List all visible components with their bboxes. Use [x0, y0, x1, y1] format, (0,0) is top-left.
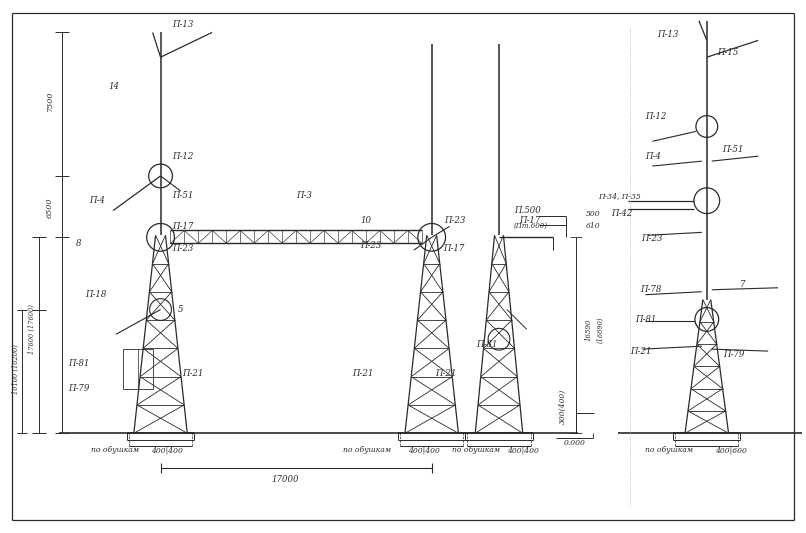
Text: П-23: П-23 — [445, 216, 466, 225]
Text: П-3: П-3 — [296, 191, 312, 200]
Text: П-21: П-21 — [182, 369, 204, 378]
Text: (16690): (16690) — [597, 316, 605, 343]
Text: 7500: 7500 — [46, 92, 54, 112]
Text: по обушкам: по обушкам — [343, 446, 391, 454]
Text: П-81: П-81 — [476, 340, 497, 349]
Text: П-13: П-13 — [658, 30, 679, 39]
Text: П-17: П-17 — [519, 216, 540, 225]
Text: П-79: П-79 — [723, 350, 744, 359]
Text: П-12: П-12 — [646, 112, 667, 121]
Text: П-42: П-42 — [611, 209, 632, 218]
Text: 5: 5 — [177, 305, 183, 314]
Text: 0.000: 0.000 — [563, 439, 585, 447]
Text: П-23: П-23 — [642, 234, 663, 243]
Text: П-81: П-81 — [636, 315, 657, 324]
Text: П-51: П-51 — [172, 191, 193, 200]
Text: П-51: П-51 — [721, 145, 743, 154]
Text: 17600 (17600): 17600 (17600) — [28, 304, 36, 354]
Text: П-34, П-35: П-34, П-35 — [598, 192, 641, 200]
Text: 6500: 6500 — [46, 197, 54, 218]
Text: 500: 500 — [586, 209, 600, 217]
Text: П-21: П-21 — [352, 369, 374, 378]
Text: П-4: П-4 — [89, 196, 105, 205]
Text: 400|400: 400|400 — [151, 446, 182, 454]
Text: 8: 8 — [76, 239, 81, 248]
Text: по обушкам: по обушкам — [646, 446, 694, 454]
Text: П-78: П-78 — [641, 285, 662, 294]
Text: 16590: 16590 — [584, 318, 592, 341]
Text: 610: 610 — [586, 222, 600, 230]
Text: П-79: П-79 — [69, 384, 90, 393]
Text: по обушкам: по обушкам — [452, 446, 501, 454]
Text: 17000: 17000 — [272, 475, 299, 484]
Text: 10100 (10200): 10100 (10200) — [12, 344, 20, 394]
Text: 400|600: 400|600 — [715, 446, 746, 454]
Text: П.500: П.500 — [514, 206, 541, 215]
Text: П-17: П-17 — [172, 222, 193, 231]
Text: П-15: П-15 — [717, 48, 738, 56]
Text: П-23: П-23 — [172, 244, 193, 253]
Text: 300(400): 300(400) — [559, 389, 567, 424]
Text: П-4: П-4 — [646, 152, 661, 160]
Text: П-21: П-21 — [434, 369, 456, 378]
Text: П-17: П-17 — [443, 244, 465, 253]
Text: П-18: П-18 — [85, 290, 106, 299]
Text: 400|400: 400|400 — [507, 446, 538, 454]
Text: П-81: П-81 — [69, 359, 90, 368]
Text: П-21: П-21 — [630, 346, 652, 356]
Text: 400|400: 400|400 — [408, 446, 440, 454]
Text: П-13: П-13 — [172, 20, 193, 29]
Text: (Пт.600): (Пт.600) — [514, 221, 548, 229]
Text: 7: 7 — [741, 280, 746, 289]
Text: П-23: П-23 — [360, 241, 382, 250]
Text: 14: 14 — [108, 83, 119, 91]
Text: по обушкам: по обушкам — [91, 446, 139, 454]
Text: П-12: П-12 — [172, 152, 193, 160]
Text: 10: 10 — [360, 216, 372, 225]
